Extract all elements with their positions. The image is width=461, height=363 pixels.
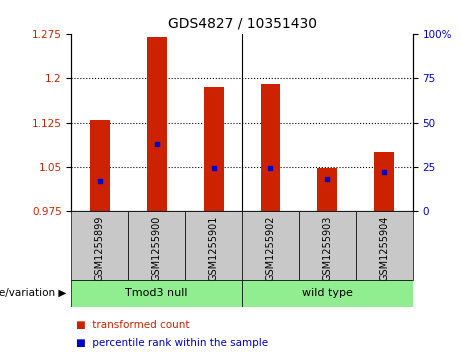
Bar	[356, 211, 413, 280]
Bar	[374, 152, 394, 211]
Text: wild type: wild type	[302, 288, 353, 298]
Bar	[71, 280, 242, 307]
Text: GSM1255903: GSM1255903	[322, 215, 332, 281]
Bar	[260, 84, 280, 211]
Bar	[317, 168, 337, 211]
Text: GSM1255899: GSM1255899	[95, 215, 105, 281]
Bar	[147, 37, 167, 211]
Bar	[242, 280, 413, 307]
Bar	[128, 211, 185, 280]
Title: GDS4827 / 10351430: GDS4827 / 10351430	[167, 17, 317, 30]
Text: GSM1255901: GSM1255901	[208, 215, 219, 281]
Text: genotype/variation ▶: genotype/variation ▶	[0, 288, 67, 298]
Bar	[71, 211, 128, 280]
Bar	[299, 211, 356, 280]
Text: GSM1255902: GSM1255902	[266, 215, 276, 281]
Bar	[90, 119, 110, 211]
Bar	[242, 211, 299, 280]
Text: Tmod3 null: Tmod3 null	[125, 288, 188, 298]
Text: ■  percentile rank within the sample: ■ percentile rank within the sample	[76, 338, 268, 348]
Text: GSM1255904: GSM1255904	[379, 215, 389, 281]
Bar	[204, 87, 224, 211]
Bar	[185, 211, 242, 280]
Text: GSM1255900: GSM1255900	[152, 215, 162, 281]
Text: ■  transformed count: ■ transformed count	[76, 320, 189, 330]
